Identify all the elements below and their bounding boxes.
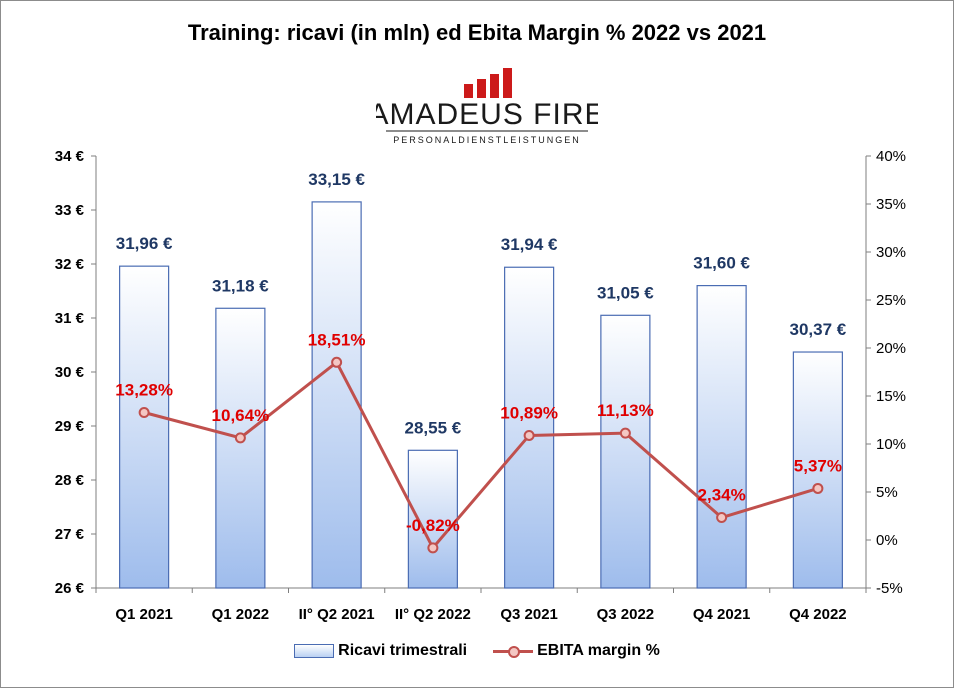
y-left-tick-label: 30 €	[55, 364, 85, 381]
ebita-point	[331, 356, 343, 368]
y-left-tick-label: 33 €	[55, 202, 85, 219]
x-tick-label: Q1 2021	[115, 606, 173, 623]
bar-revenue	[215, 307, 266, 589]
legend-item-revenue: Ricavi trimestrali	[294, 642, 467, 660]
bar-data-label: 31,94 €	[501, 235, 558, 254]
chart-title: Training: ricavi (in mln) ed Ebita Margi…	[187, 20, 767, 45]
x-tick-label: Q4 2022	[789, 606, 847, 623]
bar-data-label: 31,18 €	[212, 276, 269, 295]
ebita-data-label: 11,13%	[597, 401, 654, 420]
bar-data-label: 28,55 €	[405, 418, 462, 437]
y-right-tick-label: 0%	[876, 532, 898, 549]
bar-data-label: 31,60 €	[693, 254, 750, 273]
chart-legend: Ricavi trimestrali EBITA margin %	[0, 642, 954, 660]
x-tick-label: Q1 2022	[212, 606, 270, 623]
bar-data-label: 33,15 €	[308, 170, 365, 189]
logo-tagline: PERSONALDIENSTLEISTUNGEN	[393, 135, 581, 145]
y-right-tick-label: 10%	[876, 436, 906, 453]
ebita-point	[812, 482, 824, 494]
y-right-tick-label: 25%	[876, 292, 906, 309]
ebita-point	[619, 427, 631, 439]
bar-revenue	[792, 351, 843, 589]
y-left-tick-label: 28 €	[55, 472, 85, 489]
ebita-point	[138, 407, 150, 419]
y-left-tick-label: 26 €	[55, 580, 85, 597]
bar-revenue	[600, 314, 651, 589]
ebita-point	[716, 512, 728, 524]
y-left-tick-label: 29 €	[55, 418, 85, 435]
ebita-data-label: 13,28%	[115, 381, 173, 400]
legend-item-ebita: EBITA margin %	[493, 642, 660, 660]
bar-data-label: 31,05 €	[597, 283, 654, 302]
y-right-tick-label: -5%	[876, 580, 903, 597]
y-left-tick-label: 31 €	[55, 310, 85, 327]
ebita-data-label: 10,89%	[500, 403, 558, 422]
legend-label-revenue: Ricavi trimestrali	[338, 642, 468, 659]
ebita-data-label: 5,37%	[794, 456, 842, 475]
y-right-tick-label: 20%	[876, 340, 906, 357]
bar-revenue	[696, 285, 747, 589]
x-tick-label: II° Q2 2021	[299, 606, 375, 623]
ebita-data-label: 10,64%	[212, 406, 270, 425]
bar-data-label: 30,37 €	[790, 320, 847, 339]
ebita-point	[234, 432, 246, 444]
y-right-tick-label: 35%	[876, 196, 906, 213]
logo-name: AMADEUS FIRE	[376, 98, 598, 131]
ebita-data-label: 2,34%	[698, 486, 746, 505]
y-right-tick-label: 40%	[876, 148, 906, 165]
y-right-tick-label: 15%	[876, 388, 906, 405]
ebita-margin-line	[143, 360, 819, 551]
bar-data-label: 31,96 €	[116, 234, 173, 253]
ebita-data-label: -0,82%	[406, 516, 460, 535]
logo-bars-icon	[464, 68, 512, 98]
y-right-tick-label: 30%	[876, 244, 906, 261]
amadeus-fire-logo: AMADEUS FIRE PERSONALDIENSTLEISTUNGEN	[376, 68, 598, 145]
x-tick-label: Q3 2021	[500, 606, 558, 623]
legend-label-ebita: EBITA margin %	[537, 642, 660, 659]
ebita-point	[523, 429, 535, 441]
legend-swatch-line	[493, 644, 534, 658]
ebita-point	[427, 542, 439, 554]
y-left-tick-label: 34 €	[55, 148, 85, 165]
ebita-data-label: 18,51%	[308, 330, 366, 349]
y-right-tick-label: 5%	[876, 484, 898, 501]
legend-swatch-bar	[294, 644, 335, 658]
x-tick-label: Q4 2021	[693, 606, 751, 623]
bar-revenue	[504, 266, 555, 589]
bar-revenue	[119, 265, 170, 589]
y-left-tick-label: 32 €	[55, 256, 85, 273]
x-tick-label: II° Q2 2022	[395, 606, 471, 623]
y-left-tick-label: 27 €	[55, 526, 85, 543]
x-tick-label: Q3 2022	[597, 606, 655, 623]
